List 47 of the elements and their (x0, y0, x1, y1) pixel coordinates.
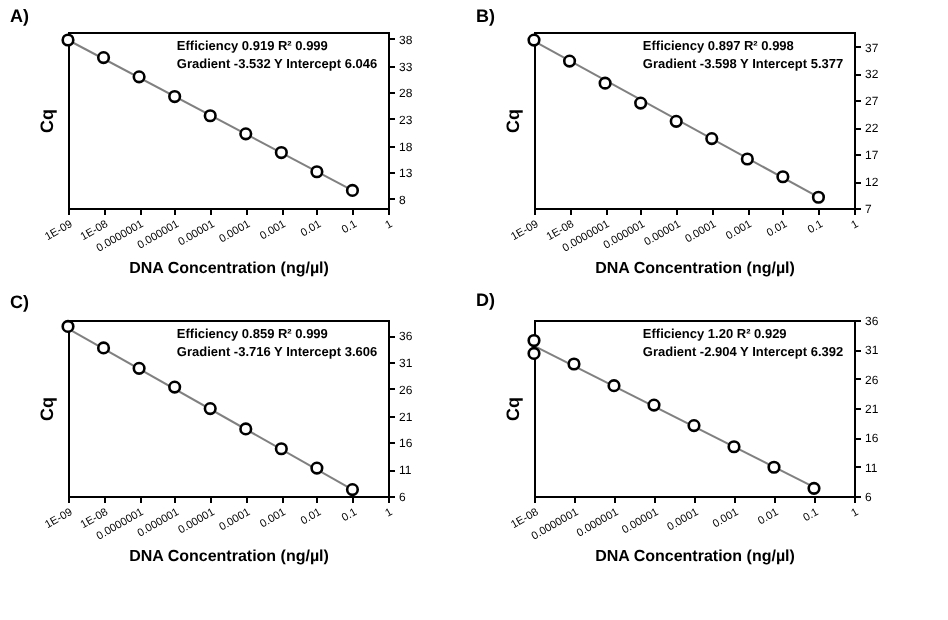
chart-title: B) (476, 5, 495, 26)
y-axis-title: Cq (37, 397, 57, 421)
point (345, 183, 360, 197)
point (203, 401, 217, 416)
x-axis-title: DNA Concentration (ng/µl) (595, 258, 796, 277)
x-axis-title: DNA Concentration (ng/µl) (595, 546, 796, 565)
point (168, 380, 182, 394)
point (527, 346, 541, 361)
y-axis-title: Cq (503, 109, 523, 133)
point (61, 33, 75, 47)
point (669, 114, 683, 128)
x-axis-title: DNA Concentration (ng/µl) (129, 258, 330, 277)
point (705, 131, 719, 146)
point (274, 442, 288, 456)
point (96, 341, 111, 355)
point (634, 96, 648, 110)
point (345, 482, 360, 497)
point (562, 54, 577, 68)
point (598, 76, 612, 90)
point (527, 33, 541, 47)
point (567, 357, 581, 371)
point (767, 460, 781, 474)
point (807, 481, 821, 495)
chart-title: A) (10, 5, 29, 26)
point (776, 170, 790, 184)
point (132, 70, 146, 84)
point (727, 440, 741, 454)
point (687, 419, 701, 433)
point (203, 109, 217, 123)
point (607, 379, 621, 393)
point (647, 398, 661, 412)
point (239, 127, 253, 141)
chart-title: D) (476, 290, 495, 310)
point (96, 51, 111, 65)
chart-title: C) (10, 291, 29, 312)
y-axis-title: Cq (503, 397, 523, 421)
y-axis-title: Cq (37, 109, 57, 133)
point (310, 461, 324, 475)
point (274, 145, 288, 160)
point (811, 190, 826, 204)
x-axis-title: DNA Concentration (ng/µl) (129, 546, 330, 565)
point (168, 89, 182, 104)
point (310, 165, 324, 179)
point (61, 319, 75, 334)
point (132, 361, 146, 375)
point (239, 422, 253, 436)
point (740, 152, 754, 166)
